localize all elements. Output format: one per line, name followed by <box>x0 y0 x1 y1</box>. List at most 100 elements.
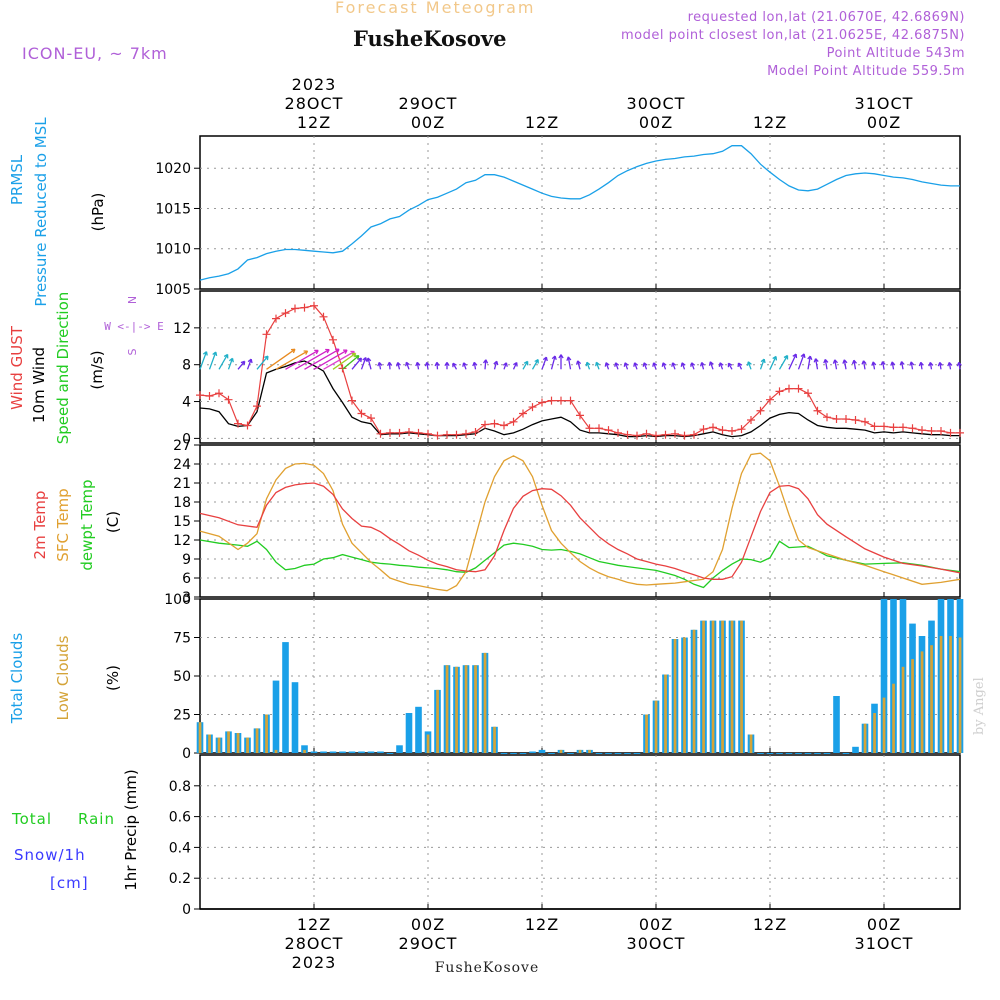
low-clouds-bar <box>930 645 933 753</box>
y-tick-label: 21 <box>173 476 191 492</box>
total-clouds-bar <box>329 751 337 753</box>
time-label-top: 31OCT <box>855 94 914 113</box>
total-clouds-bar <box>880 599 888 753</box>
wind-direction-arrow <box>807 355 813 370</box>
wind-gust-point <box>956 428 964 437</box>
wind-direction-arrow <box>482 359 489 370</box>
low-clouds-bar <box>958 637 962 753</box>
wind-gust-point <box>348 396 356 405</box>
wind-gust-point <box>471 427 480 436</box>
wind-direction-arrow <box>633 362 639 370</box>
low-clouds-bar <box>198 722 202 753</box>
wind-gust-point <box>538 398 546 407</box>
total-clouds-bar <box>776 753 783 754</box>
wind-direction-arrow <box>737 362 743 370</box>
wind-gust-point <box>481 420 489 429</box>
wind-direction-arrow <box>246 358 253 370</box>
low-clouds-bar <box>892 683 895 753</box>
wind-gust-point <box>595 424 603 433</box>
wind-direction-arrow <box>909 361 915 370</box>
wind-direction-arrow <box>642 362 648 370</box>
wind-gust-point <box>918 426 926 435</box>
total-clouds-bar <box>814 753 821 754</box>
wind-direction-arrow <box>778 354 789 370</box>
wind-gust-point <box>718 426 727 435</box>
wind-direction-arrow <box>323 350 355 370</box>
wind-gust-point <box>756 406 765 415</box>
y-tick-label: 8 <box>182 358 191 374</box>
wind-direction-arrow <box>861 360 867 370</box>
wind-gust-point <box>253 402 261 411</box>
wind-direction-arrow <box>493 360 499 370</box>
wind-direction-arrow <box>502 362 508 370</box>
wind-gust-point <box>319 312 328 321</box>
low-clouds-bar <box>740 620 743 753</box>
wind-direction-arrow <box>395 361 401 370</box>
total-clouds-bar <box>804 753 812 754</box>
y-tick-label: 50 <box>173 669 191 685</box>
wind-direction-arrow <box>512 361 518 370</box>
wind-gust-point <box>338 364 347 373</box>
low-clouds-bar <box>436 689 439 753</box>
total-clouds-bar <box>890 599 897 753</box>
wind-direction-arrow <box>256 355 269 370</box>
total-clouds-bar <box>415 706 422 753</box>
time-label-bottom: 00Z <box>867 915 901 934</box>
wind-direction-arrow <box>285 349 319 370</box>
wind-direction-arrow <box>918 361 924 370</box>
precip-rain-label: Rain <box>78 810 115 828</box>
wind-direction-arrow <box>366 357 372 370</box>
wind-gust-point <box>509 417 518 426</box>
time-label-bottom: 00Z <box>639 915 673 934</box>
precip-total-label: Total <box>11 810 52 828</box>
wind-gust-point <box>281 309 290 318</box>
wind-10m-label: 10m Wind <box>30 347 48 423</box>
wind-direction-arrow <box>708 361 714 370</box>
y-tick-label: 0 <box>182 902 191 918</box>
wind-gust-point <box>452 430 461 439</box>
wind-gust-point <box>566 396 575 405</box>
total-clouds-bar <box>852 746 859 753</box>
wind-direction-arrow <box>332 352 357 370</box>
temp-2m-series-line <box>199 482 961 580</box>
wind-gust-point <box>585 424 594 433</box>
wind-gust-point <box>367 414 375 423</box>
wind-direction-arrow <box>661 362 667 370</box>
total-clouds-bar <box>766 753 774 754</box>
wind-direction-arrow <box>275 350 309 370</box>
compass-north: N <box>126 296 139 304</box>
y-tick-label: 6 <box>182 571 191 587</box>
wind-gust-point <box>614 428 622 437</box>
time-label-bottom: 12Z <box>753 915 787 934</box>
total-clouds-bar <box>624 753 631 754</box>
time-label-top: 28OCT <box>285 94 344 113</box>
wind-direction-arrow <box>727 362 733 370</box>
sfc-temp-label: SFC Temp <box>54 488 72 561</box>
low-clouds-bar <box>901 666 905 753</box>
low-clouds-bar <box>455 666 458 753</box>
wind-direction-arrow <box>444 361 450 370</box>
wind-gust-point <box>310 301 318 310</box>
wind-gust-point <box>243 421 252 430</box>
pressure-label-long: Pressure Reduced to MSL <box>32 117 50 307</box>
wind-gust-point <box>661 430 670 439</box>
low-clouds-bar <box>265 714 268 753</box>
time-label-bottom: 29OCT <box>399 934 458 953</box>
wind-gust-point <box>215 389 223 398</box>
wind-gust-point <box>262 330 271 339</box>
wind-gust-point <box>272 314 280 323</box>
wind-direction-arrow <box>566 356 572 370</box>
total-clouds-bar <box>358 751 365 753</box>
y-tick-label: 24 <box>173 457 191 473</box>
time-label-top: 00Z <box>867 113 901 132</box>
y-tick-label: 12 <box>173 321 191 337</box>
temp-unit-label: (C) <box>104 511 122 533</box>
y-tick-label: 18 <box>173 495 191 511</box>
total-clouds-bar <box>386 753 394 754</box>
wind-gust-point <box>395 428 404 437</box>
wind-gust-point <box>386 428 394 437</box>
wind-direction-arrow <box>690 362 696 370</box>
wind-gust-point <box>329 335 337 344</box>
wind-gust-point <box>652 431 660 440</box>
